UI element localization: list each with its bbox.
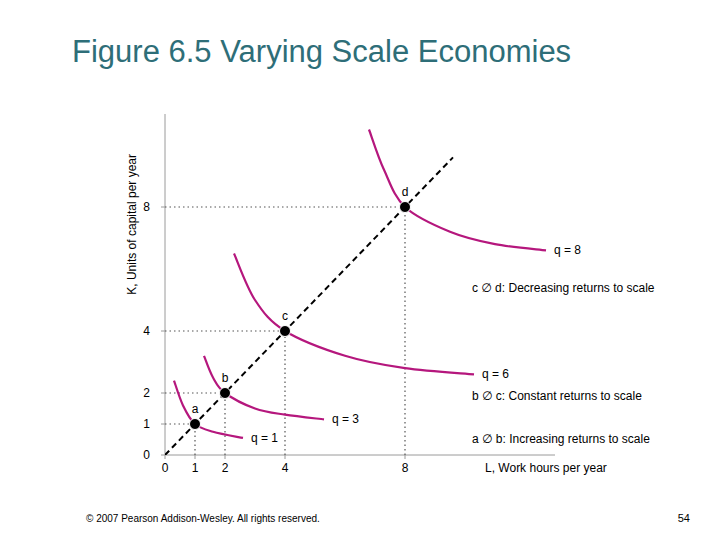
point	[220, 388, 231, 399]
isoquant-label: q = 6	[482, 367, 509, 381]
x-tick-label: 1	[192, 461, 199, 475]
chart: Figure 6.5 Varying Scale Economies 0 1 2 4 8 0…	[0, 0, 720, 540]
x-tick-label: 0	[162, 461, 169, 475]
guide-horizontal	[165, 392, 225, 393]
isoquant	[369, 130, 546, 251]
point-label: a	[192, 402, 199, 416]
point-label: c	[282, 309, 288, 323]
y-tick	[161, 207, 165, 208]
x-axis	[165, 455, 555, 456]
point	[400, 202, 411, 213]
guide-vertical	[224, 393, 225, 455]
x-axis-label: L, Work hours per year	[485, 461, 607, 475]
y-tick-label: 2	[143, 386, 150, 400]
guide-vertical	[284, 331, 285, 455]
point	[190, 419, 201, 430]
curve-labels: q = 1 q = 3 q = 6 q = 8	[251, 243, 581, 445]
x-tick	[165, 455, 166, 459]
y-tick	[161, 455, 165, 456]
y-tick-label: 4	[143, 324, 150, 338]
guide-horizontal	[165, 330, 285, 331]
isoquant-label: q = 3	[332, 412, 359, 426]
point	[280, 326, 291, 337]
background	[0, 0, 720, 540]
y-tick	[161, 331, 165, 332]
y-tick-label: 0	[143, 448, 150, 462]
annotation: b ∅ c: Constant returns to scale	[472, 389, 642, 403]
guide-vertical	[404, 207, 405, 455]
isoquant	[174, 381, 243, 438]
y-tick	[161, 424, 165, 425]
y-axis-label: K, Units of capital per year	[125, 154, 139, 295]
annotation: c ∅ d: Decreasing returns to scale	[472, 281, 655, 295]
x-tick-label: 2	[222, 461, 229, 475]
y-tick-label: 8	[143, 200, 150, 214]
isoquant-label: q = 1	[251, 431, 278, 445]
x-tick	[285, 455, 286, 459]
x-tick-label: 8	[402, 461, 409, 475]
x-tick	[225, 455, 226, 459]
y-tick	[161, 393, 165, 394]
annotation: a ∅ b: Increasing returns to scale	[472, 432, 650, 446]
title: Figure 6.5 Varying Scale Economies	[72, 34, 571, 69]
isoquant	[234, 254, 474, 375]
footer: © 2007 Pearson Addison-Wesley. All right…	[86, 513, 320, 524]
isoquant-label: q = 8	[554, 243, 581, 257]
isoquant	[204, 356, 324, 420]
x-tick	[195, 455, 196, 459]
y-axis	[165, 114, 166, 455]
page-number: 54	[678, 512, 690, 524]
y-tick-label: 1	[143, 417, 150, 431]
guide-horizontal	[165, 206, 405, 207]
x-tick-label: 4	[282, 461, 289, 475]
x-tick	[405, 455, 406, 459]
point-label: b	[222, 371, 229, 385]
expansion-ray	[165, 157, 453, 455]
point-label: d	[402, 185, 409, 199]
